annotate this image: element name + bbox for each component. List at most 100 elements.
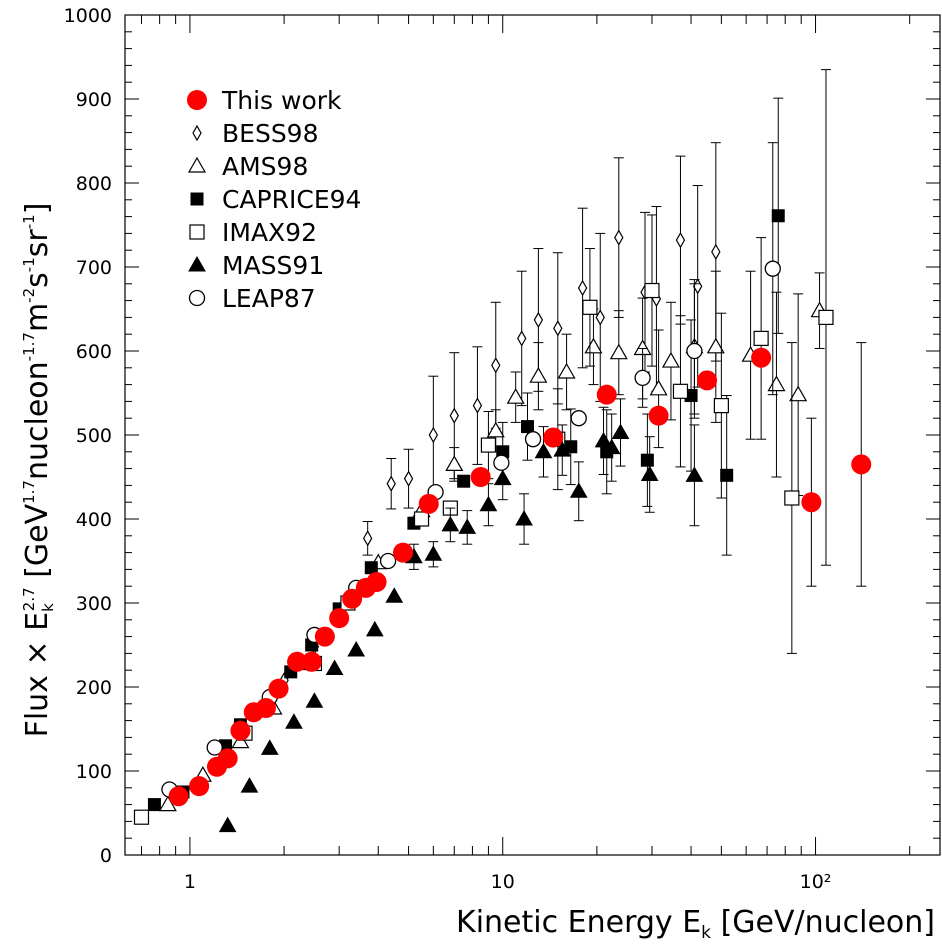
mass91-point <box>515 509 533 526</box>
leap87-point <box>206 739 223 756</box>
imax92-point <box>672 383 689 399</box>
imax92-point <box>480 437 497 453</box>
x-tick-label: 10 <box>491 871 515 893</box>
series-imax92 <box>133 69 834 825</box>
this-work-point <box>393 542 414 563</box>
leap87-point <box>379 552 397 570</box>
imax92-point <box>818 309 834 325</box>
legend-marker-ams98 <box>187 156 207 173</box>
imax92-point <box>644 282 660 299</box>
ams98-point <box>445 455 464 471</box>
mass91-point <box>365 620 384 637</box>
y-tick-label: 800 <box>76 173 112 195</box>
this-work-point <box>543 427 564 448</box>
leap87-point <box>570 410 587 427</box>
legend-label-leap87: LEAP87 <box>222 284 316 313</box>
this-work-point <box>217 748 238 769</box>
this-work-point <box>255 698 276 718</box>
mass91-point <box>424 545 443 561</box>
mass91-point <box>240 777 259 793</box>
plot-area <box>133 69 872 833</box>
mass91-point <box>553 441 572 457</box>
y-tick-label: 0 <box>100 845 112 867</box>
legend-marker-caprice94 <box>190 192 204 206</box>
mass91-point <box>493 469 512 486</box>
this-work-point <box>168 786 189 807</box>
this-work-point <box>366 572 387 592</box>
y-tick-label: 1000 <box>64 5 112 27</box>
caprice94-point <box>147 798 161 812</box>
legend-label-ams98: AMS98 <box>222 152 308 181</box>
ams98-point <box>789 385 808 402</box>
y-axis: 0 100 200 300 400 500 600 700 800 900 1000 <box>64 5 940 867</box>
this-work-point <box>329 608 350 629</box>
this-work-point <box>648 405 669 426</box>
y-tick-label: 400 <box>76 509 112 531</box>
this-work-point <box>287 651 308 672</box>
ams98-point <box>649 379 668 396</box>
imax92-point <box>784 490 800 506</box>
ams98-point <box>557 362 576 379</box>
legend-marker-this-work <box>187 90 207 110</box>
y-tick-label: 200 <box>76 677 112 699</box>
y-tick-label: 300 <box>76 593 112 615</box>
ams98-point <box>529 366 548 383</box>
legend-label-imax92: IMAX92 <box>222 218 317 247</box>
leap87-point <box>764 260 781 277</box>
legend-label-caprice94: CAPRICE94 <box>222 185 361 214</box>
mass91-point <box>569 482 588 498</box>
imax92-point <box>582 299 598 315</box>
bess98-point <box>614 229 624 246</box>
this-work-point <box>268 678 289 699</box>
ams98-point <box>767 375 786 392</box>
mass91-point <box>640 465 659 481</box>
mass91-point <box>325 659 344 676</box>
mass91-point <box>441 515 460 532</box>
legend: This work BESS98 AMS98 CAPRICE94 IMAX92 MASS9… <box>187 86 361 313</box>
bess98-point <box>517 330 527 347</box>
this-work-point <box>342 588 363 609</box>
bess98-point <box>595 309 605 326</box>
legend-marker-imax92 <box>189 224 205 240</box>
mass91-point <box>594 431 613 448</box>
caprice94-point <box>457 474 471 488</box>
bess98-point <box>533 311 544 329</box>
this-work-point <box>751 347 772 368</box>
x-axis: 1 10 10² <box>140 15 911 893</box>
this-work-point <box>189 776 210 797</box>
x-axis-title: Kinetic Energy Ek [GeV/nucleon] <box>456 905 935 943</box>
mass91-point <box>385 587 404 603</box>
this-work-point <box>301 651 322 672</box>
ams98-point <box>661 351 680 368</box>
y-tick-label: 500 <box>76 425 112 447</box>
ams98-point <box>584 337 603 354</box>
caprice94-point <box>521 420 535 434</box>
bess98-point <box>428 426 439 444</box>
leap87-point <box>524 431 542 448</box>
mass91-point <box>458 518 477 534</box>
x-tick-label: 10² <box>800 871 832 893</box>
bess98-point <box>711 243 721 261</box>
this-work-point <box>697 370 718 391</box>
mass91-point <box>305 692 324 708</box>
leap87-point <box>493 454 510 471</box>
bess98-point <box>403 470 414 487</box>
caprice94-point <box>720 468 734 482</box>
y-tick-label: 100 <box>76 761 112 783</box>
leap87-point <box>686 342 703 360</box>
this-work-point <box>314 626 335 647</box>
bess98-point <box>577 279 588 297</box>
imax92-point <box>413 511 430 527</box>
bess98-point <box>491 357 501 374</box>
bess98-point <box>386 475 396 492</box>
this-work-point <box>418 493 439 514</box>
this-work-point <box>596 384 617 405</box>
ams98-point <box>486 421 505 438</box>
ams98-point <box>506 387 525 404</box>
caprice94-point <box>771 209 785 223</box>
y-tick-label: 900 <box>76 89 112 111</box>
legend-label-bess98: BESS98 <box>222 119 319 148</box>
caprice94-point <box>364 561 378 575</box>
mass91-point <box>534 442 553 459</box>
